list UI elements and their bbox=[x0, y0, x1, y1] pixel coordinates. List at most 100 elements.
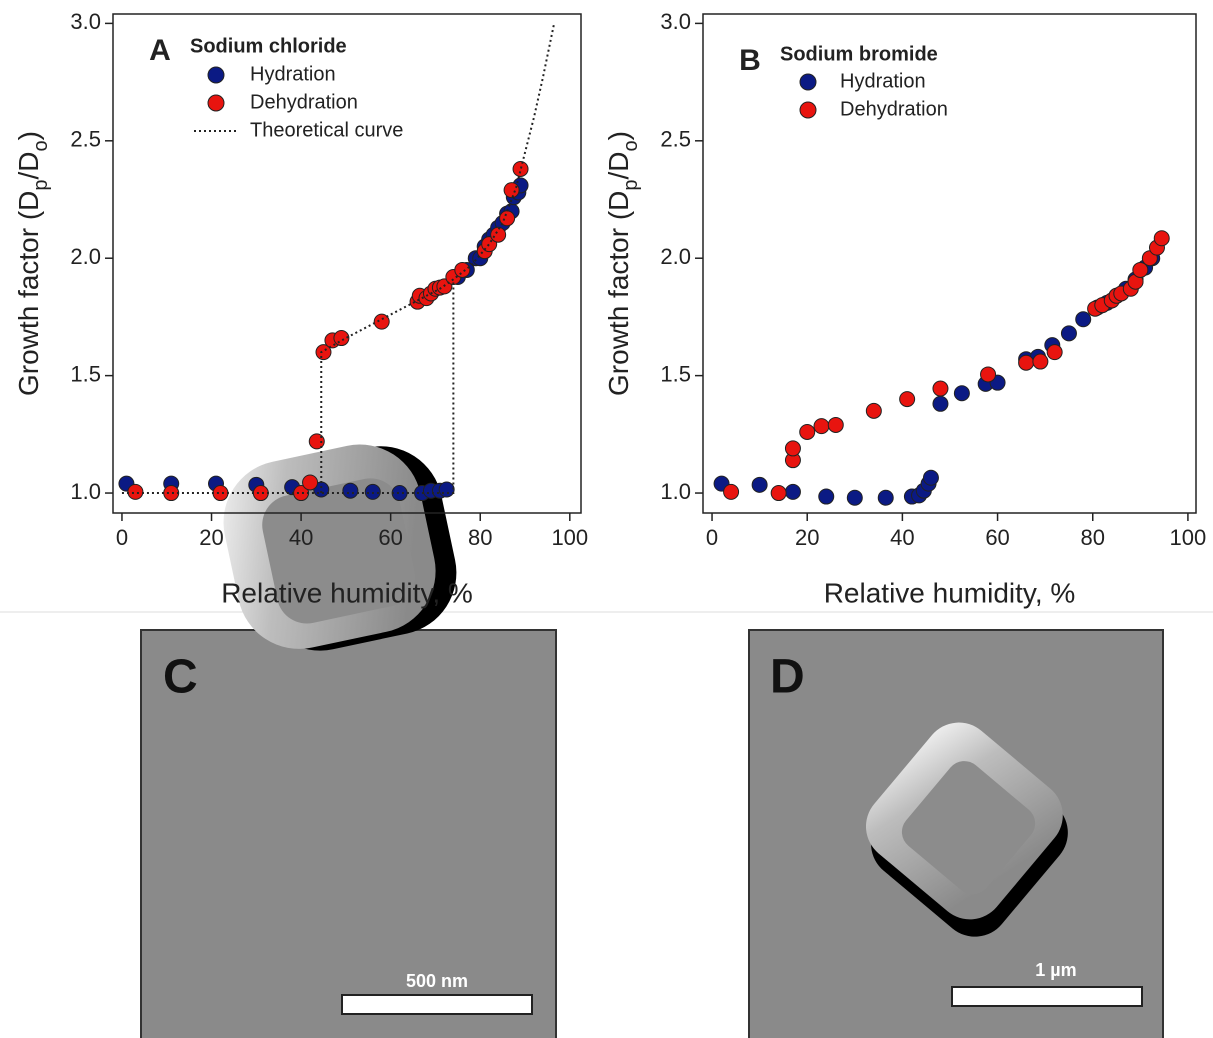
data-point bbox=[865, 402, 882, 419]
y-axis-label-part: o bbox=[30, 140, 52, 151]
data-point bbox=[333, 330, 350, 347]
data-point bbox=[490, 226, 507, 243]
y-tick-label: 2.0 bbox=[660, 244, 691, 269]
x-tick-label: 80 bbox=[1080, 525, 1104, 550]
data-point bbox=[1132, 261, 1149, 278]
data-point bbox=[438, 481, 455, 498]
y-axis-label-part: o bbox=[620, 140, 642, 151]
scale-bar bbox=[951, 986, 1143, 1007]
x-axis-label: Relative humidity, % bbox=[824, 577, 1076, 608]
image-panel-c: C 500 nm bbox=[140, 444, 557, 1038]
y-axis-label: Growth factor (Dp/Do) bbox=[603, 131, 642, 396]
y-tick-label: 1.5 bbox=[70, 361, 101, 386]
legend-marker bbox=[799, 73, 817, 91]
data-point bbox=[252, 485, 269, 502]
chart-title: Sodium bromide bbox=[780, 43, 938, 65]
y-axis-label-part: p bbox=[620, 179, 642, 190]
y-axis-label-part: Growth factor (D bbox=[13, 191, 44, 396]
data-point bbox=[899, 391, 916, 408]
y-tick-label: 2.5 bbox=[70, 127, 101, 152]
plot-frame bbox=[112, 13, 582, 514]
y-axis-label-part: Growth factor (D bbox=[603, 191, 634, 396]
data-point bbox=[751, 476, 768, 493]
y-axis-label-part: ) bbox=[13, 131, 44, 140]
data-point bbox=[846, 489, 863, 506]
data-point bbox=[932, 395, 949, 412]
data-point bbox=[1153, 230, 1170, 247]
y-tick-label: 1.0 bbox=[660, 479, 691, 504]
plot-frame bbox=[702, 13, 1197, 514]
data-point bbox=[1018, 354, 1035, 371]
data-point bbox=[212, 485, 229, 502]
data-point bbox=[302, 474, 319, 491]
data-point bbox=[784, 483, 801, 500]
data-point bbox=[813, 418, 830, 435]
data-point bbox=[373, 313, 390, 330]
scale-bar bbox=[341, 994, 533, 1015]
micrograph bbox=[140, 629, 557, 1038]
y-axis-label-part: /D bbox=[603, 151, 634, 179]
data-point bbox=[827, 416, 844, 433]
y-tick-label: 3.0 bbox=[70, 9, 101, 34]
scale-bar-label: 1 µm bbox=[1035, 960, 1076, 980]
legend-marker bbox=[207, 66, 225, 84]
data-point bbox=[342, 482, 359, 499]
y-axis-label-part: ) bbox=[603, 131, 634, 140]
x-tick-label: 40 bbox=[890, 525, 914, 550]
panel-label: B bbox=[739, 44, 761, 77]
data-point bbox=[799, 423, 816, 440]
y-tick-label: 1.5 bbox=[660, 361, 691, 386]
scale-bar-label: 500 nm bbox=[406, 971, 468, 991]
legend-label: Dehydration bbox=[250, 91, 358, 113]
data-point bbox=[932, 380, 949, 397]
data-point bbox=[922, 469, 939, 486]
data-point bbox=[163, 485, 180, 502]
crystal bbox=[865, 722, 1068, 937]
image-panel-d: D 1 µm bbox=[748, 629, 1164, 1038]
x-tick-label: 60 bbox=[985, 525, 1009, 550]
legend-label: Hydration bbox=[250, 63, 336, 85]
legend-marker bbox=[799, 101, 817, 119]
data-point bbox=[315, 344, 332, 361]
data-point bbox=[723, 483, 740, 500]
legend-label: Dehydration bbox=[840, 98, 948, 120]
panel-label: C bbox=[163, 651, 198, 704]
y-tick-label: 3.0 bbox=[660, 9, 691, 34]
chart-title: Sodium chloride bbox=[190, 35, 347, 57]
x-tick-label: 40 bbox=[289, 525, 313, 550]
y-axis-label: Growth factor (Dp/Do) bbox=[13, 131, 52, 396]
y-tick-label: 2.5 bbox=[660, 127, 691, 152]
x-tick-label: 100 bbox=[1170, 525, 1207, 550]
x-tick-label: 100 bbox=[551, 525, 588, 550]
crystal bbox=[223, 444, 457, 651]
data-point bbox=[364, 483, 381, 500]
legend-label: Hydration bbox=[840, 70, 926, 92]
x-tick-label: 60 bbox=[378, 525, 402, 550]
x-axis-label: Relative humidity, % bbox=[221, 577, 473, 608]
data-point bbox=[1032, 353, 1049, 370]
y-tick-label: 2.0 bbox=[70, 244, 101, 269]
panel-label: D bbox=[770, 651, 805, 704]
data-point bbox=[784, 440, 801, 457]
data-point bbox=[1075, 311, 1092, 328]
y-tick-label: 1.0 bbox=[70, 479, 101, 504]
panel-label: A bbox=[149, 34, 171, 67]
data-point bbox=[454, 261, 471, 278]
data-point bbox=[127, 483, 144, 500]
data-point bbox=[503, 182, 520, 199]
data-point bbox=[1060, 325, 1077, 342]
data-point bbox=[953, 385, 970, 402]
theory-curve bbox=[121, 23, 556, 495]
x-tick-label: 0 bbox=[116, 525, 128, 550]
data-point bbox=[877, 489, 894, 506]
data-point bbox=[391, 485, 408, 502]
x-tick-label: 20 bbox=[199, 525, 223, 550]
data-point bbox=[770, 485, 787, 502]
data-point bbox=[818, 488, 835, 505]
data-point bbox=[980, 366, 997, 383]
x-tick-label: 0 bbox=[706, 525, 718, 550]
y-axis-label-part: p bbox=[30, 179, 52, 190]
y-axis-label-part: /D bbox=[13, 151, 44, 179]
data-point bbox=[512, 160, 529, 177]
